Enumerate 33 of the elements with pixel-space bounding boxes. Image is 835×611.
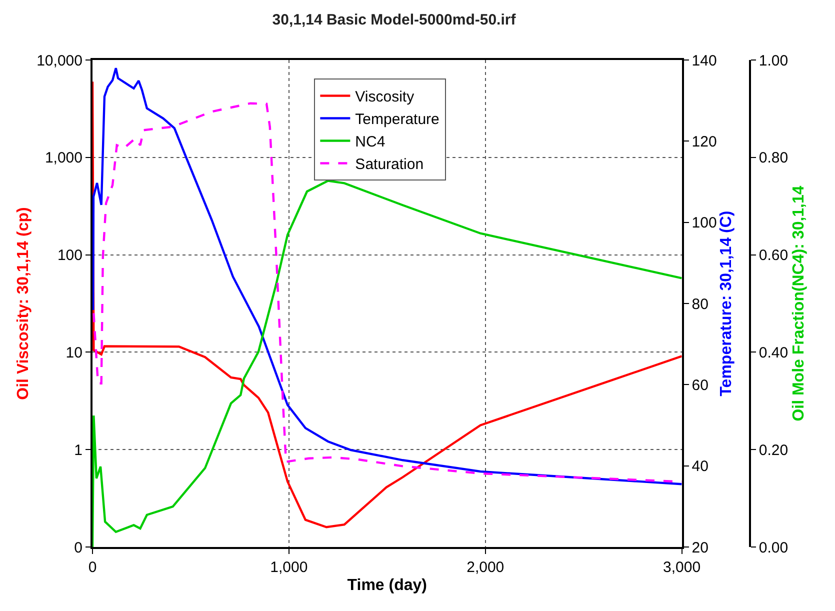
- x-tick-label: 3,000: [663, 559, 701, 576]
- y3-tick-label: 1.00: [758, 52, 788, 70]
- y2-tick-label: 100: [692, 214, 717, 232]
- y3-tick-label: 0.20: [758, 442, 788, 459]
- legend-label: Temperature: [355, 111, 440, 128]
- legend-label: Viscosity: [355, 88, 415, 106]
- y2-tick-label: 40: [692, 458, 708, 476]
- y3-tick-label: 0.40: [758, 344, 788, 362]
- x-tick-label: 2,000: [466, 559, 504, 576]
- line-series: [92, 180, 682, 547]
- y2-tick-label: 60: [692, 376, 708, 394]
- y-tick-label: 0: [74, 539, 82, 556]
- y2-axis-title: Temperature: 30,1,14 (C): [718, 210, 736, 396]
- y-tick-label: 1: [74, 442, 82, 459]
- x-tick-label: 1,000: [270, 559, 308, 576]
- y-tick-label: 100: [57, 247, 82, 264]
- y3-tick-label: 0.80: [758, 150, 788, 167]
- chart-title: 30,1,14 Basic Model-5000md-50.irf: [272, 12, 517, 28]
- y2-tick-label: 80: [692, 296, 708, 313]
- y3-axis-title: Oil Mole Fraction(NC4): 30,1,14: [790, 186, 808, 422]
- y-tick-label: 1,000: [44, 150, 82, 167]
- x-tick-label: 0: [88, 559, 97, 576]
- y-axis-title: Oil Viscosity: 30,1,14 (cp): [15, 207, 32, 400]
- y2-tick-label: 140: [692, 52, 717, 70]
- legend-label: Saturation: [355, 156, 424, 174]
- y2-tick-label: 120: [692, 133, 717, 150]
- x-axis-title: Time (day): [347, 577, 428, 594]
- legend-label: NC4: [355, 134, 386, 151]
- y-tick-label: 10: [66, 344, 82, 362]
- y3-tick-label: 0.60: [758, 247, 788, 264]
- y2-tick-label: 20: [692, 539, 708, 556]
- y-tick-label: 10,000: [36, 52, 82, 70]
- y3-tick-label: 0.00: [758, 539, 788, 556]
